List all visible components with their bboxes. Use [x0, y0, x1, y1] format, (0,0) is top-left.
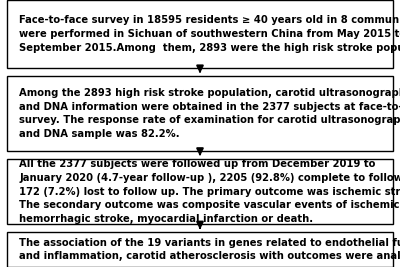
FancyBboxPatch shape — [7, 0, 393, 68]
FancyBboxPatch shape — [7, 159, 393, 224]
FancyBboxPatch shape — [7, 232, 393, 267]
FancyBboxPatch shape — [7, 76, 393, 151]
Text: All the 2377 subjects were followed up from December 2019 to
January 2020 (4.7-y: All the 2377 subjects were followed up f… — [19, 159, 400, 224]
Text: The association of the 19 variants in genes related to endothelial function
and : The association of the 19 variants in ge… — [19, 238, 400, 261]
Text: Among the 2893 high risk stroke population, carotid ultrasonography
and DNA info: Among the 2893 high risk stroke populati… — [19, 88, 400, 139]
Text: Face-to-face survey in 18595 residents ≥ 40 years old in 8 communities
were perf: Face-to-face survey in 18595 residents ≥… — [19, 15, 400, 53]
